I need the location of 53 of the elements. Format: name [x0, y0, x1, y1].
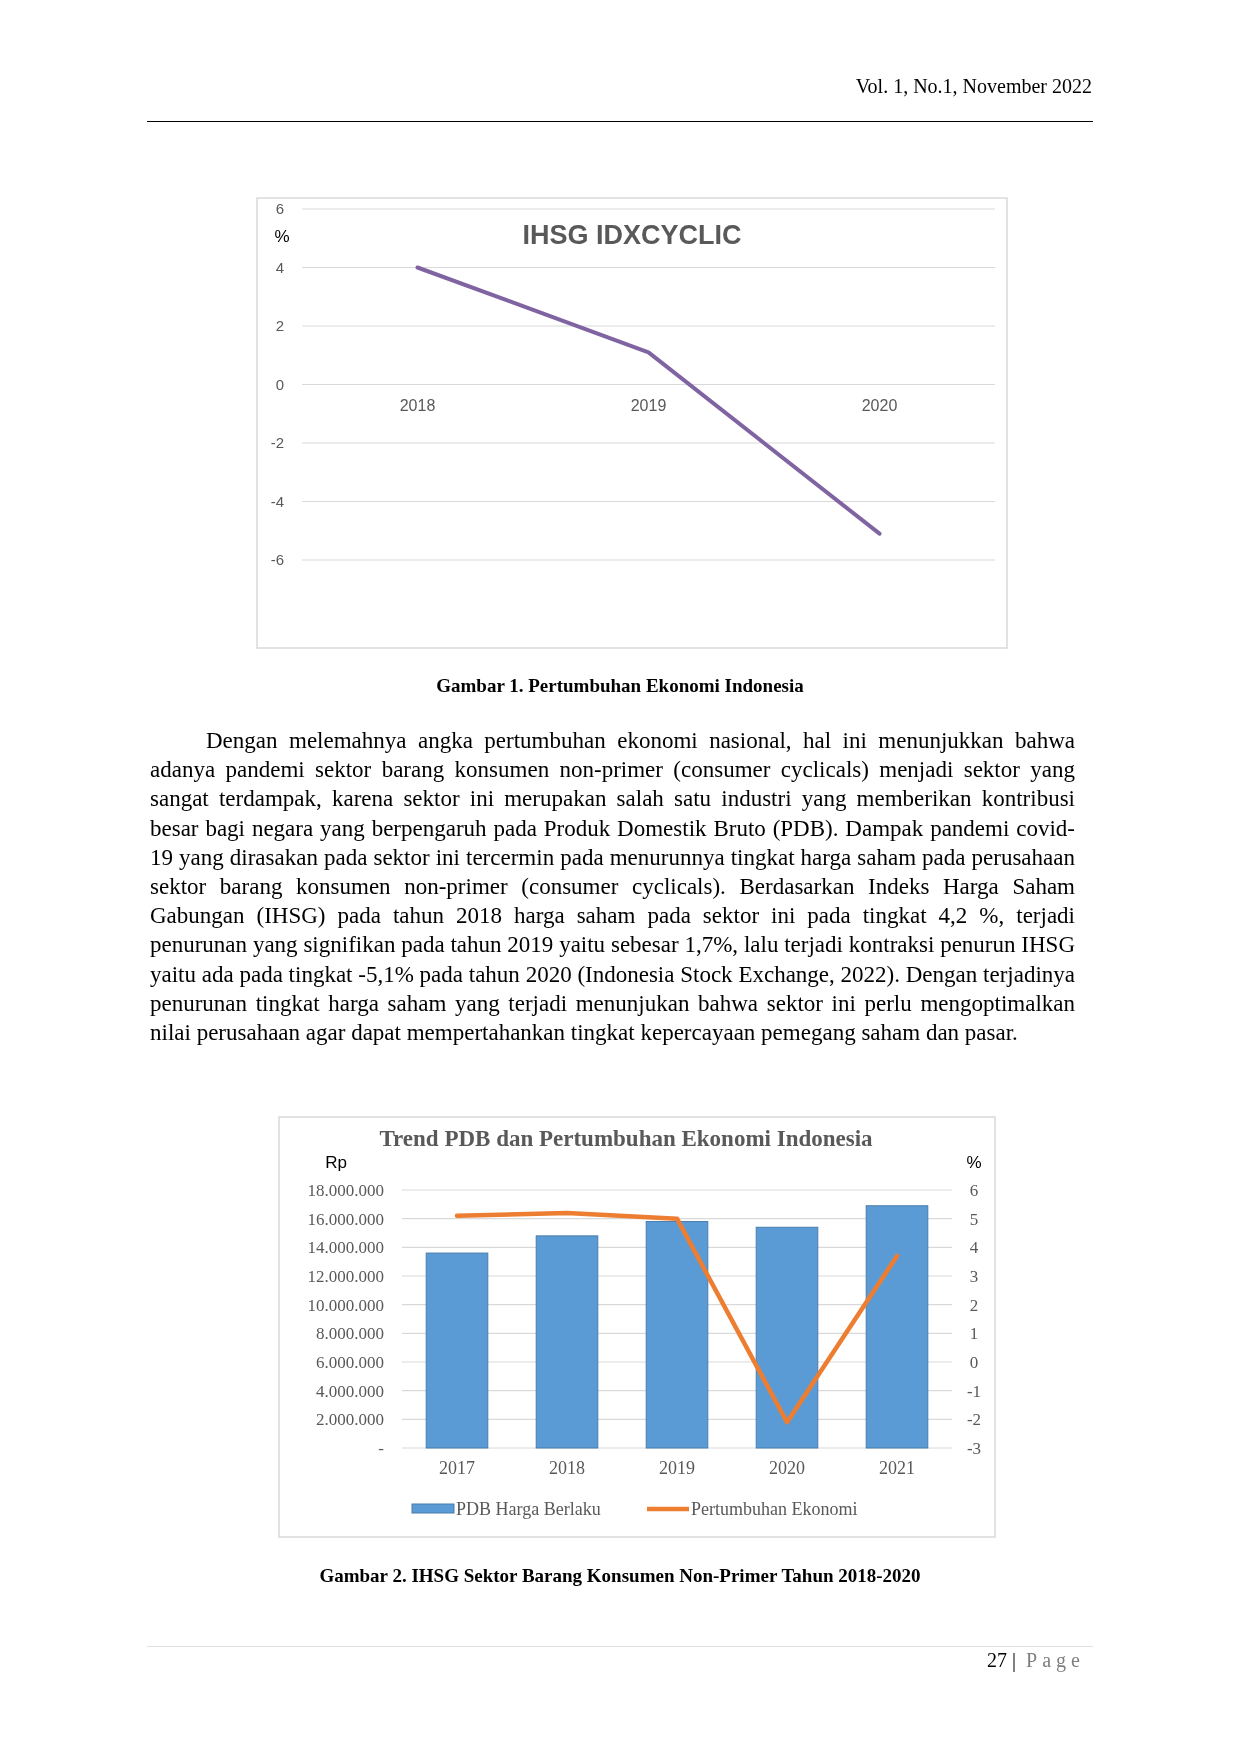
y2-axis-title: % [966, 1153, 982, 1172]
y-tick-label: 2.000.000 [316, 1410, 384, 1430]
chart-title: Trend PDB dan Pertumbuhan Ekonomi Indonesia [379, 1126, 874, 1151]
y-tick-label: 6.000.000 [316, 1352, 384, 1372]
y2-tick-label: 4 [969, 1238, 979, 1258]
x-tick-label: 2019 [630, 396, 667, 414]
bar [535, 1235, 599, 1449]
text: Vol. 1, No.1, November 2022 [855, 75, 1092, 97]
y2-tick-label: 3 [969, 1266, 979, 1286]
y-axis-title: Rp [325, 1153, 347, 1172]
y-tick-label: 2 [275, 317, 284, 335]
y-tick-label: - [378, 1438, 385, 1458]
line-series [454, 1210, 900, 1425]
text: Gambar 1. Pertumbuhan Ekonomi Indonesia [435, 675, 805, 697]
y2-tick-label: 6 [969, 1180, 979, 1200]
text: Gambar 2. IHSG Sektor Barang Konsumen Non-Primer Tahun 2018-2020 [318, 1565, 922, 1587]
bar [645, 1221, 709, 1449]
legend-label: PDB Harga Berlaku [456, 1499, 601, 1520]
y-tick-label: 4.000.000 [316, 1381, 384, 1401]
y-tick-label: 0 [275, 375, 284, 393]
y2-tick-label: 5 [969, 1209, 979, 1229]
y-tick-label: 12.000.000 [307, 1266, 384, 1286]
y-tick-label: 10.000.000 [307, 1295, 384, 1315]
bar [755, 1226, 819, 1449]
y2-tick-label: -1 [966, 1381, 982, 1401]
y-axis-title: % [274, 227, 290, 246]
x-tick-label: 2018 [399, 396, 436, 414]
legend-label: Pertumbuhan Ekonomi [691, 1499, 858, 1520]
y2-tick-label: -2 [966, 1410, 982, 1430]
y2-tick-label: 1 [969, 1324, 979, 1344]
chart-title: IHSG IDXCYCLIC [522, 220, 742, 250]
y2-tick-label: 2 [969, 1295, 979, 1315]
y2-tick-label: 0 [969, 1352, 979, 1372]
y2-tick-label: -3 [966, 1438, 982, 1458]
text: 27 | Page [987, 1649, 1085, 1671]
x-tick-label: 2017 [439, 1458, 475, 1478]
y-tick-label: -6 [270, 551, 284, 569]
x-tick-label: 2020 [861, 396, 898, 414]
y-tick-label: 8.000.000 [316, 1324, 384, 1344]
y-tick-label: 16.000.000 [307, 1209, 384, 1229]
bar [425, 1252, 489, 1449]
y-tick-label: -4 [270, 492, 284, 510]
x-tick-label: 2018 [549, 1458, 585, 1478]
x-tick-label: 2020 [769, 1458, 805, 1478]
text: Dengan melemahnya angka pertumbuhan ekonomi nasional, hal ini menunjukkan bahwa adanya pandemi sektor barang konsumen non-primer (consumer cyclicals) menjadi sektor yang sangat terdampak, karena sektor ini merupakan salah satu industri yang memberikan kontribusi besar bagi negara yang berpengaruh pada Produk Domestik Bruto (PDB). Dampak pandemi covid-19 yang dirasakan pada sektor ini tercermin pada menurunnya tingkat harga saham pada perusahaan sektor barang konsumen non-primer (consumer cyclicals). Berdasarkan Indeks Harga Saham Gabungan (IHSG) pada tahun 2018 harga saham pada sektor ini pada tingkat 4,2 %, terjadi penurunan yang signifikan pada tahun 2019 yaitu sebesar 1,7%, lalu terjadi kontraksi penurun IHSG yaitu ada pada tingkat -5,1% pada tahun 2020 (Indonesia Stock Exchange, 2022). Dengan terjadinya penurunan tingkat harga saham yang terjadi menunjukan bahwa sektor ini perlu mengoptimalkan nilai perusahaan agar dapat mempertahankan tingkat kepercayaan pemegang saham dan pasar. [150, 728, 1075, 1046]
x-tick-label: 2021 [879, 1458, 915, 1478]
y-tick-label: 6 [275, 200, 284, 218]
y-tick-label: -2 [270, 434, 284, 452]
x-tick-label: 2019 [659, 1458, 695, 1478]
bar [865, 1205, 929, 1449]
y-tick-label: 4 [275, 258, 284, 276]
y-tick-label: 18.000.000 [307, 1180, 384, 1200]
y-tick-label: 14.000.000 [307, 1238, 384, 1258]
